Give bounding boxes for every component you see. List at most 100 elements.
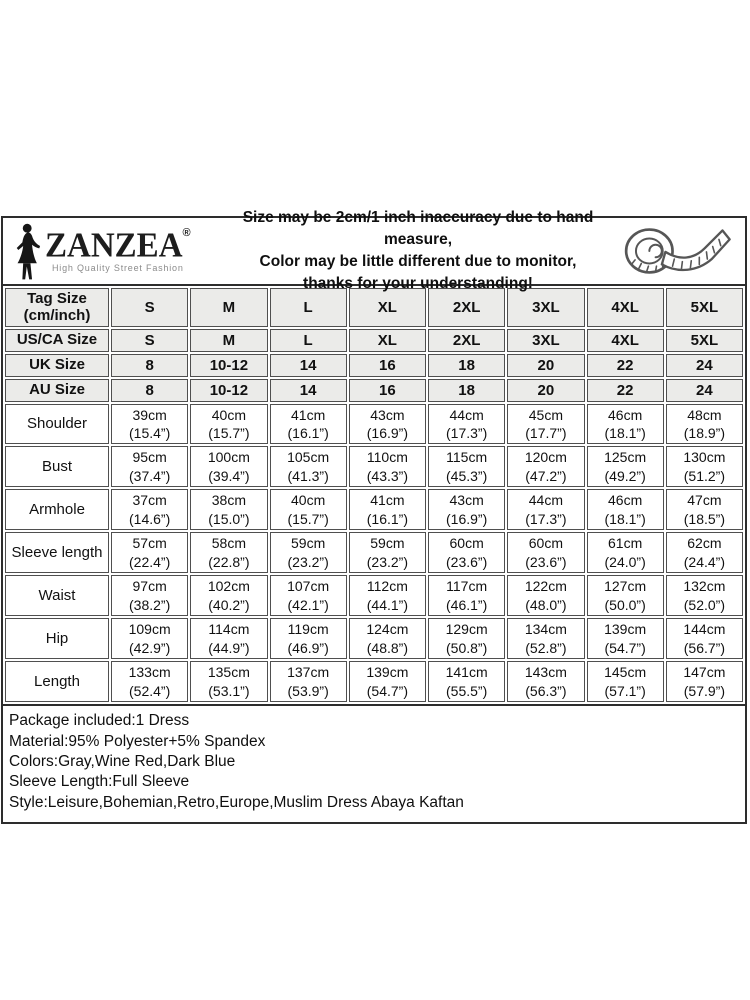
measure-cell: 110cm (43.3”) <box>348 446 426 488</box>
measure-cell: 134cm (52.8”) <box>507 618 585 660</box>
measure-cell: 144cm (56.7”) <box>665 618 743 660</box>
measure-cell: 145cm (57.1”) <box>586 661 664 703</box>
size-cell: M <box>190 288 268 327</box>
table-row: Shoulder 39cm (15.4”) 40cm (15.7”) 41cm (16… <box>5 403 743 445</box>
measure-cell: 43cm (16.9”) <box>348 403 426 445</box>
size-cell: 22 <box>586 378 664 402</box>
measure-cell: 115cm (45.3”) <box>428 446 506 488</box>
size-cell: 10-12 <box>190 353 268 377</box>
size-cell: XL <box>348 288 426 327</box>
row-label: Shoulder <box>5 403 109 445</box>
measure-cell: 137cm (53.9”) <box>269 661 347 703</box>
size-cell: 16 <box>348 353 426 377</box>
measure-cell: 44cm (17.3”) <box>507 489 585 531</box>
measure-cell: 143cm (56.3”) <box>507 661 585 703</box>
brand-text: ZANZEA® High Quality Street Fashion <box>45 226 191 273</box>
size-cell: M <box>190 328 268 352</box>
measure-cell: 102cm (40.2”) <box>190 575 268 617</box>
size-table: Tag Size (cm/inch) S M L XL 2XL 3XL 4XL 5XL US/CA… <box>3 286 745 704</box>
measure-cell: 120cm (47.2”) <box>507 446 585 488</box>
size-cell: 16 <box>348 378 426 402</box>
detail-colors: Colors:Gray,Wine Red,Dark Blue <box>9 752 236 770</box>
measure-cell: 124cm (48.8”) <box>348 618 426 660</box>
woman-silhouette-icon <box>16 223 41 280</box>
measure-cell: 38cm (15.0”) <box>190 489 268 531</box>
row-label: Length <box>5 661 109 703</box>
size-cell: 22 <box>586 353 664 377</box>
detail-package: Package included:1 Dress <box>9 712 190 730</box>
measure-cell: 60cm (23.6”) <box>507 532 585 574</box>
brand-logo: ZANZEA® High Quality Street Fashion <box>13 221 221 281</box>
row-label: Armhole <box>5 489 109 531</box>
table-row: Tag Size (cm/inch) S M L XL 2XL 3XL 4XL 5XL <box>5 288 743 327</box>
measure-cell: 48cm (18.9”) <box>665 403 743 445</box>
size-table-body: Tag Size (cm/inch) S M L XL 2XL 3XL 4XL 5XL US/CA… <box>5 288 743 703</box>
size-cell: 14 <box>269 378 347 402</box>
measure-cell: 109cm (42.9”) <box>111 618 189 660</box>
measure-cell: 62cm (24.4”) <box>665 532 743 574</box>
size-cell: 3XL <box>507 288 585 327</box>
size-cell: 5XL <box>665 328 743 352</box>
measure-cell: 41cm (16.1”) <box>269 403 347 445</box>
row-label: Bust <box>5 446 109 488</box>
brand-name: ZANZEA <box>45 226 183 265</box>
measure-cell: 119cm (46.9”) <box>269 618 347 660</box>
table-row: Hip 109cm (42.9”) 114cm (44.9”) 119cm (46.9… <box>5 618 743 660</box>
size-cell: L <box>269 328 347 352</box>
size-cell: L <box>269 288 347 327</box>
row-label: US/CA Size <box>5 328 109 352</box>
measure-cell: 127cm (50.0”) <box>586 575 664 617</box>
size-cell: 2XL <box>428 288 506 327</box>
measure-cell: 133cm (52.4”) <box>111 661 189 703</box>
measure-cell: 114cm (44.9”) <box>190 618 268 660</box>
size-cell: S <box>111 288 189 327</box>
size-cell: 5XL <box>665 288 743 327</box>
table-row: UK Size 8 10-12 14 16 18 20 22 24 <box>5 353 743 377</box>
row-label: UK Size <box>5 353 109 377</box>
row-label: Sleeve length <box>5 532 109 574</box>
size-cell: 2XL <box>428 328 506 352</box>
disclaimer-line-3: thanks for your understanding! <box>303 275 533 292</box>
table-row: AU Size 8 10-12 14 16 18 20 22 24 <box>5 378 743 402</box>
measure-cell: 59cm (23.2”) <box>269 532 347 574</box>
row-label: Waist <box>5 575 109 617</box>
row-label: AU Size <box>5 378 109 402</box>
size-cell: 3XL <box>507 328 585 352</box>
table-row: Armhole 37cm (14.6”) 38cm (15.0”) 40cm (15.… <box>5 489 743 531</box>
measure-cell: 135cm (53.1”) <box>190 661 268 703</box>
size-chart-sheet: ZANZEA® High Quality Street Fashion Size… <box>1 209 747 825</box>
measure-cell: 130cm (51.2”) <box>665 446 743 488</box>
measure-cell: 60cm (23.6”) <box>428 532 506 574</box>
measure-cell: 129cm (50.8”) <box>428 618 506 660</box>
detail-style: Style:Leisure,Bohemian,Retro,Europe,Musl… <box>9 793 464 811</box>
measure-cell: 40cm (15.7”) <box>269 489 347 531</box>
registered-mark: ® <box>182 226 191 239</box>
measure-cell: 132cm (52.0”) <box>665 575 743 617</box>
measure-cell: 141cm (55.5”) <box>428 661 506 703</box>
measure-cell: 39cm (15.4”) <box>111 403 189 445</box>
size-cell: 8 <box>111 378 189 402</box>
row-label: Tag Size (cm/inch) <box>5 288 109 327</box>
detail-material: Material:95% Polyester+5% Spandex <box>9 732 266 750</box>
row-label: Hip <box>5 618 109 660</box>
measure-cell: 47cm (18.5”) <box>665 489 743 531</box>
measure-cell: 147cm (57.9”) <box>665 661 743 703</box>
measure-cell: 107cm (42.1”) <box>269 575 347 617</box>
table-row: Sleeve length 57cm (22.4”) 58cm (22.8”) 59c… <box>5 532 743 574</box>
measure-cell: 44cm (17.3”) <box>428 403 506 445</box>
measure-cell: 58cm (22.8”) <box>190 532 268 574</box>
measure-cell: 46cm (18.1”) <box>586 403 664 445</box>
measure-cell: 59cm (23.2”) <box>348 532 426 574</box>
size-cell: 24 <box>665 353 743 377</box>
measure-cell: 100cm (39.4”) <box>190 446 268 488</box>
measure-cell: 125cm (49.2”) <box>586 446 664 488</box>
table-row: Waist 97cm (38.2”) 102cm (40.2”) 107cm (42.… <box>5 575 743 617</box>
size-cell: 4XL <box>586 288 664 327</box>
measure-cell: 139cm (54.7”) <box>348 661 426 703</box>
measure-cell: 139cm (54.7”) <box>586 618 664 660</box>
product-details: Package included:1 Dress Material:95% Po… <box>1 706 747 825</box>
measure-cell: 122cm (48.0”) <box>507 575 585 617</box>
measure-cell: 95cm (37.4”) <box>111 446 189 488</box>
disclaimer-line-2: Color may be little different due to mon… <box>259 253 577 270</box>
